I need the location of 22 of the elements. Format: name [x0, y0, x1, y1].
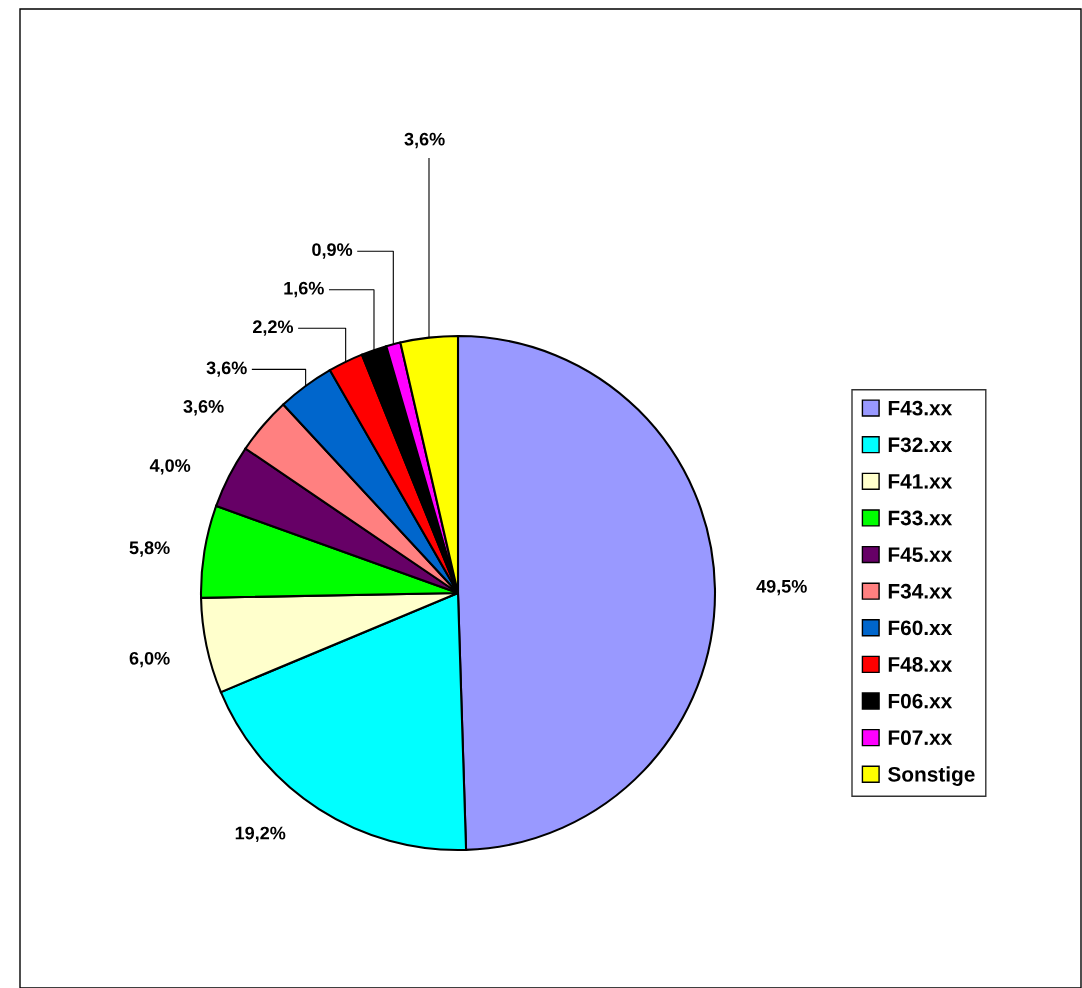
legend-label: F48.xx	[888, 657, 953, 672]
data-label: 3,6%	[206, 361, 247, 377]
legend-label: F34.xx	[888, 583, 953, 599]
data-label: 19,2%	[235, 826, 286, 843]
legend-label: F06.xx	[888, 693, 953, 709]
legend-label: F33.xx	[888, 510, 953, 526]
data-label: 5,8%	[129, 541, 170, 557]
legend-label: F60.xx	[888, 620, 953, 636]
legend-label: F43.xx	[888, 400, 953, 416]
data-label: 0,9%	[312, 243, 353, 259]
data-label: 2,2%	[252, 320, 294, 336]
data-label: 49,5%	[756, 579, 807, 596]
data-label: 1,6%	[284, 281, 324, 298]
data-label: 3,6%	[404, 132, 445, 149]
legend-label: F41.xx	[888, 474, 953, 489]
legend-label: F32.xx	[888, 437, 953, 453]
data-label: 3,6%	[183, 400, 224, 416]
legend-label: Sonstige	[888, 766, 975, 786]
legend-label: F45.xx	[888, 547, 953, 562]
data-label: 4,0%	[149, 459, 191, 475]
data-label: 6,0%	[129, 651, 170, 668]
legend-label: F07.xx	[888, 730, 953, 746]
